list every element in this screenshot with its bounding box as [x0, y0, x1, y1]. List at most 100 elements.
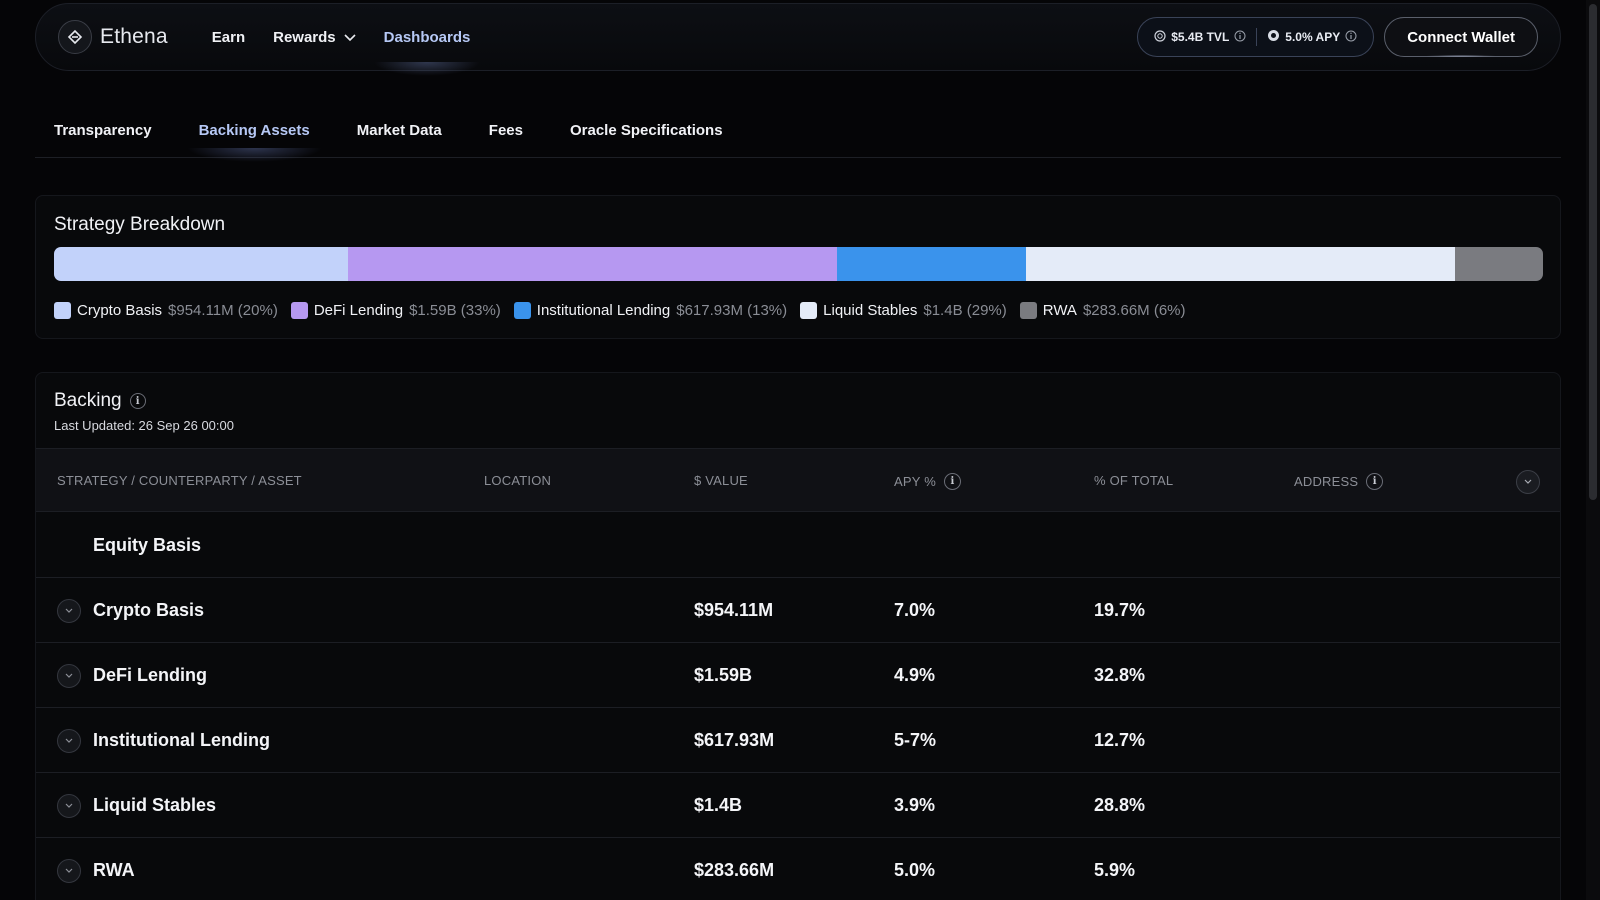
susde-coin-icon — [1267, 29, 1280, 45]
bar-segment-liquid-stables[interactable] — [1025, 247, 1456, 281]
tab-fees[interactable]: Fees — [488, 122, 523, 139]
bar-segment-defi-lending[interactable] — [347, 247, 837, 281]
table-row-institutional-lending[interactable]: Institutional Lending $617.93M 5-7% 12.7… — [36, 708, 1560, 773]
dashboard-tabs: Transparency Backing Assets Market Data … — [35, 112, 1561, 162]
column-label: APY % — [894, 474, 936, 489]
row-percent: 12.7% — [1094, 730, 1146, 750]
tab-backing-assets[interactable]: Backing Assets — [186, 112, 322, 162]
row-value: $1.4B — [694, 795, 743, 815]
connect-wallet-button[interactable]: Connect Wallet — [1384, 17, 1538, 57]
bar-segment-rwa[interactable] — [1455, 247, 1543, 281]
apy-info-icon[interactable] — [1345, 30, 1357, 45]
table-row-liquid-stables[interactable]: Liquid Stables $1.4B 3.9% 28.8% — [36, 773, 1560, 838]
legend-value: $954.11M (20%) — [168, 302, 278, 319]
tvl-info-icon[interactable] — [1234, 30, 1246, 45]
table-row-defi-lending[interactable]: DeFi Lending $1.59B 4.9% 32.8% — [36, 643, 1560, 708]
column-header-strategy: STRATEGY / COUNTERPARTY / ASSET — [57, 473, 302, 488]
strategy-breakdown-bar — [54, 247, 1543, 281]
legend-value: $1.4B (29%) — [923, 302, 1007, 319]
legend-name: Liquid Stables — [823, 302, 918, 319]
row-apy: 5-7% — [894, 730, 937, 750]
column-label: LOCATION — [484, 473, 552, 488]
legend-name: Crypto Basis — [77, 302, 163, 319]
row-percent: 19.7% — [1094, 600, 1146, 620]
row-value: $954.11M — [694, 600, 774, 620]
row-percent: 28.8% — [1094, 795, 1146, 815]
ethena-logo-icon — [58, 20, 92, 54]
legend-swatch — [1019, 302, 1037, 319]
legend-name: RWA — [1042, 302, 1077, 319]
row-name: DeFi Lending — [93, 665, 207, 685]
scrollbar-thumb[interactable] — [1589, 4, 1597, 500]
bar-segment-institutional-lending[interactable] — [836, 247, 1026, 281]
row-expand-toggle[interactable] — [57, 794, 81, 818]
chevron-down-icon — [344, 29, 356, 46]
chevron-down-icon — [65, 738, 73, 743]
tab-oracle-specifications[interactable]: Oracle Specifications — [569, 122, 723, 139]
row-expand-toggle[interactable] — [57, 599, 81, 623]
row-expand-toggle[interactable] — [57, 859, 81, 883]
row-value: $1.59B — [694, 665, 753, 685]
nav-earn[interactable]: Earn — [211, 28, 246, 46]
legend-value: $1.59B (33%) — [409, 302, 501, 319]
brand-logo[interactable]: Ethena — [58, 20, 168, 54]
apy-info-icon[interactable]: i — [943, 473, 961, 490]
row-name: RWA — [93, 860, 135, 880]
stats-pill: $5.4B TVL 5.0% APY — [1137, 17, 1375, 57]
backing-info-icon[interactable]: i — [129, 393, 146, 409]
apy-value: 5.0% APY — [1285, 30, 1341, 44]
row-name: Crypto Basis — [93, 600, 205, 620]
column-label: $ VALUE — [694, 473, 748, 488]
page-scrollbar[interactable] — [1586, 0, 1600, 900]
strategy-legend: Crypto Basis $954.11M (20%) DeFi Lending… — [54, 302, 1186, 319]
row-name: Equity Basis — [93, 535, 202, 555]
legend-swatch — [513, 302, 531, 319]
tvl-value: $5.4B TVL — [1171, 30, 1230, 44]
address-info-icon[interactable]: i — [1366, 473, 1384, 490]
legend-value: $283.66M (6%) — [1082, 302, 1186, 319]
row-name: Institutional Lending — [93, 730, 270, 750]
bar-segment-crypto-basis[interactable] — [54, 247, 348, 281]
legend-item-rwa: RWA $283.66M (6%) — [1019, 302, 1186, 319]
column-header-location: LOCATION — [484, 473, 551, 488]
column-header-value: $ VALUE — [694, 473, 748, 488]
row-expand-toggle[interactable] — [57, 664, 81, 688]
stats-divider — [1256, 28, 1258, 46]
backing-table-body: Equity Basis Crypto Basis $954.11M 7.0% … — [36, 513, 1560, 900]
backing-card: Backing i Last Updated: 26 Sep 26 00:00 … — [35, 372, 1561, 900]
backing-title-row: Backing i — [54, 390, 234, 412]
row-value: $617.93M — [694, 730, 775, 750]
table-row-group: Equity Basis — [36, 513, 1560, 578]
chevron-down-icon — [65, 608, 73, 613]
legend-item-defi-lending: DeFi Lending $1.59B (33%) — [290, 302, 501, 319]
chevron-down-icon — [1524, 479, 1532, 484]
strategy-breakdown-card: Strategy Breakdown Crypto Basis $954.11M… — [35, 195, 1561, 339]
table-row-crypto-basis[interactable]: Crypto Basis $954.11M 7.0% 19.7% — [36, 578, 1560, 643]
legend-value: $617.93M (13%) — [676, 302, 788, 319]
top-nav: Ethena Earn Rewards Dashboards $5.4B TVL — [35, 3, 1561, 76]
expand-all-button[interactable] — [1516, 470, 1540, 494]
apy-stat: 5.0% APY — [1267, 29, 1357, 45]
row-expand-toggle[interactable] — [57, 729, 81, 753]
legend-name: DeFi Lending — [313, 302, 404, 319]
column-header-apy: APY % i — [894, 473, 961, 490]
row-name: Liquid Stables — [93, 795, 217, 815]
column-label: ADDRESS — [1294, 474, 1359, 489]
tab-market-data[interactable]: Market Data — [356, 122, 442, 139]
nav-dashboards[interactable]: Dashboards — [373, 28, 481, 76]
row-value: $283.66M — [694, 860, 775, 880]
row-apy: 5.0% — [894, 860, 936, 880]
chevron-down-icon — [65, 673, 73, 678]
chevron-down-icon — [65, 803, 73, 808]
usde-coin-icon — [1154, 29, 1166, 45]
backing-table-header: STRATEGY / COUNTERPARTY / ASSET LOCATION… — [36, 448, 1560, 512]
column-label: STRATEGY / COUNTERPARTY / ASSET — [57, 473, 302, 488]
legend-item-crypto-basis: Crypto Basis $954.11M (20%) — [54, 302, 278, 319]
tab-transparency[interactable]: Transparency — [54, 122, 152, 139]
column-label: % OF TOTAL — [1094, 473, 1174, 488]
nav-rewards[interactable]: Rewards — [273, 29, 356, 46]
strategy-breakdown-title: Strategy Breakdown — [54, 214, 226, 235]
table-row-rwa[interactable]: RWA $283.66M 5.0% 5.9% — [36, 838, 1560, 900]
legend-name: Institutional Lending — [536, 302, 671, 319]
row-apy: 4.9% — [894, 665, 936, 685]
